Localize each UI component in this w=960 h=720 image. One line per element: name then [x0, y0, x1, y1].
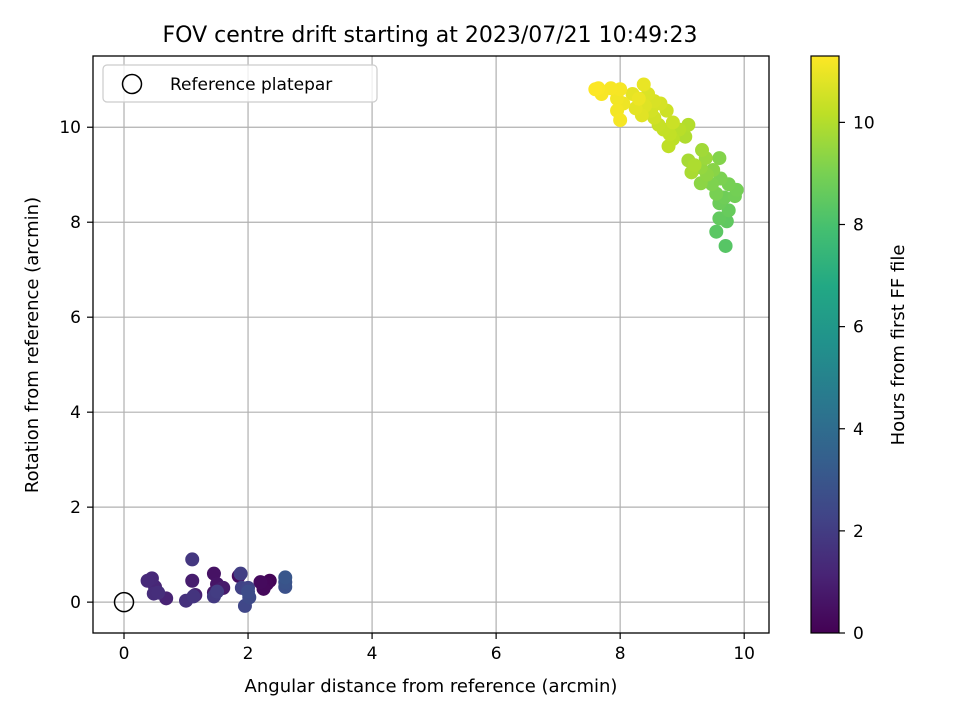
data-point — [185, 552, 200, 567]
data-points — [140, 77, 744, 613]
x-tick-label: 2 — [243, 644, 254, 664]
y-tick-label: 8 — [70, 213, 81, 233]
data-point — [588, 82, 603, 97]
colorbar: 0 2 4 6 8 10 Hours from first FF file — [810, 55, 909, 644]
colorbar-tick-label: 8 — [853, 216, 864, 236]
data-point — [661, 139, 676, 154]
data-point — [210, 584, 225, 599]
data-point — [241, 584, 256, 599]
data-point — [233, 566, 248, 581]
data-point — [185, 573, 200, 588]
data-point — [712, 151, 727, 166]
colorbar-tick-label: 2 — [853, 522, 864, 542]
colorbar-tick-label: 6 — [853, 318, 864, 338]
data-point — [151, 585, 166, 600]
y-axis-label: Rotation from reference (arcmin) — [22, 197, 43, 493]
legend: Reference platepar — [102, 64, 378, 103]
data-point — [636, 77, 651, 92]
data-point — [613, 113, 628, 128]
plot-frame — [92, 55, 770, 634]
legend-box — [102, 64, 378, 103]
data-point — [712, 211, 727, 226]
legend-marker-icon — [121, 73, 143, 95]
data-point — [665, 115, 680, 130]
legend-label: Reference platepar — [170, 75, 332, 95]
data-point — [718, 238, 733, 253]
data-point — [631, 91, 646, 106]
data-point — [186, 589, 201, 604]
x-tick-label: 8 — [615, 644, 626, 664]
grid — [93, 56, 769, 633]
data-point — [140, 573, 155, 588]
x-axis-label: Angular distance from reference (arcmin) — [245, 676, 618, 697]
colorbar-tick-label: 0 — [853, 624, 864, 644]
colorbar-frame — [810, 55, 840, 634]
x-tick-label: 4 — [367, 644, 378, 664]
x-tick-label: 6 — [491, 644, 502, 664]
colorbar-label: Hours from first FF file — [888, 245, 909, 446]
colorbar-gradient — [811, 56, 839, 633]
colorbar-ticks: 0 2 4 6 8 10 — [839, 113, 875, 644]
data-point — [253, 575, 268, 590]
data-point — [709, 224, 724, 239]
data-point — [687, 158, 702, 173]
reference-platepar-marker — [113, 591, 135, 613]
y-tick-label: 10 — [59, 118, 81, 138]
data-point — [695, 143, 710, 158]
x-tick-label: 0 — [119, 644, 130, 664]
y-tick-label: 6 — [70, 308, 81, 328]
chart-title: FOV centre drift starting at 2023/07/21 … — [163, 23, 698, 48]
x-tick-label: 10 — [733, 644, 755, 664]
y-tick-label: 0 — [70, 593, 81, 613]
data-point — [278, 570, 293, 585]
reference-marker-layer — [113, 591, 135, 613]
colorbar-tick-label: 4 — [853, 420, 864, 440]
y-tick-label: 4 — [70, 403, 81, 423]
axis-ticks: 0 2 4 6 8 10 0 2 4 6 8 10 — [59, 118, 755, 664]
colorbar-tick-label: 10 — [853, 113, 875, 133]
y-tick-label: 2 — [70, 498, 81, 518]
